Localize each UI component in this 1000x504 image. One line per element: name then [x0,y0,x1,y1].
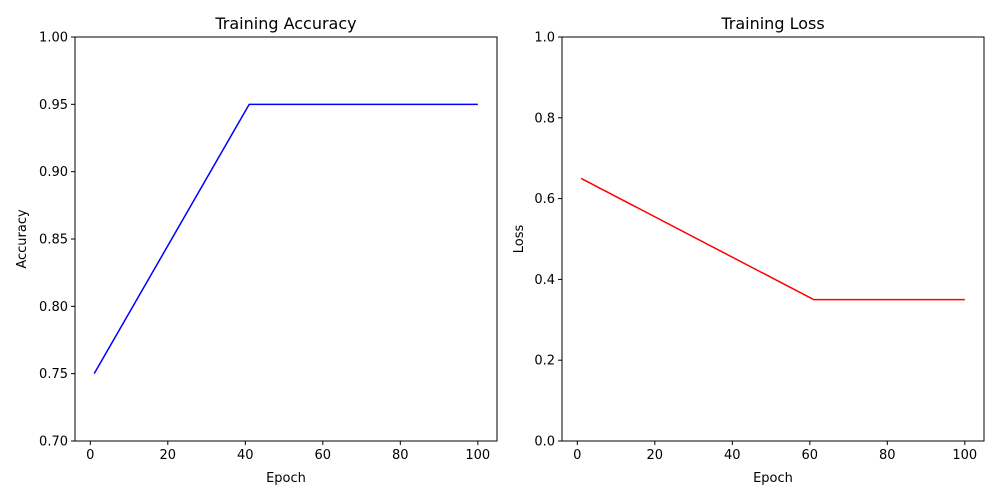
loss-axes-frame [561,36,985,442]
loss-y-tick-label: 0.2 [534,354,555,369]
accuracy-y-tick-label: 0.95 [39,98,68,113]
loss-x-axis-label: Epoch [753,471,793,486]
accuracy-y-tick-label: 0.85 [39,233,68,248]
loss-y-tick-label: 0.6 [534,192,555,207]
accuracy-chart-title: Training Accuracy [214,14,356,33]
accuracy-y-tick-label: 0.70 [39,435,68,450]
accuracy-x-tick-label: 60 [315,448,332,463]
loss-x-tick-label: 80 [879,448,896,463]
accuracy-x-axis-label: Epoch [266,471,306,486]
accuracy-series-line [93,103,478,375]
loss-y-tick-label: 1.0 [534,31,555,46]
loss-x-tick-label: 60 [802,448,819,463]
accuracy-x-tick-label: 80 [392,448,409,463]
accuracy-x-tick-label: 0 [86,448,94,463]
loss-y-tick-label: 0.8 [534,111,555,126]
accuracy-x-tick-label: 40 [237,448,254,463]
loss-y-tick-label: 0.4 [534,273,555,288]
loss-chart-title: Training Loss [720,14,824,33]
loss-y-axis-label: Loss [512,225,527,254]
loss-x-tick-label: 100 [952,448,977,463]
accuracy-y-tick-label: 0.90 [39,165,68,180]
loss-plot-area: 0 20 40 60 80 100 0.0 0.2 0.4 0.6 0.8 1.0 [534,31,985,463]
accuracy-x-tick-label: 20 [160,448,177,463]
loss-x-tick-label: 40 [724,448,741,463]
accuracy-y-tick-label: 0.75 [39,367,68,382]
accuracy-y-tick-label: 0.80 [39,300,68,315]
loss-x-tick-label: 20 [647,448,664,463]
loss-series-line [580,177,965,301]
loss-x-tick-label: 0 [573,448,581,463]
accuracy-x-tick-label: 100 [465,448,490,463]
accuracy-subplot: Training Accuracy Epoch Accuracy 0 20 40 60… [15,14,498,486]
accuracy-plot-area: 0 20 40 60 80 100 0.70 0.75 0.80 0.85 0.90 0.95 1.00 [39,31,498,463]
accuracy-y-tick-label: 1.00 [39,31,68,46]
loss-subplot: Training Loss Epoch Loss 0 20 40 60 80 100 0.0… [512,14,985,486]
loss-y-tick-label: 0.0 [534,435,555,450]
accuracy-y-axis-label: Accuracy [15,209,30,269]
accuracy-axes-frame [74,36,498,442]
